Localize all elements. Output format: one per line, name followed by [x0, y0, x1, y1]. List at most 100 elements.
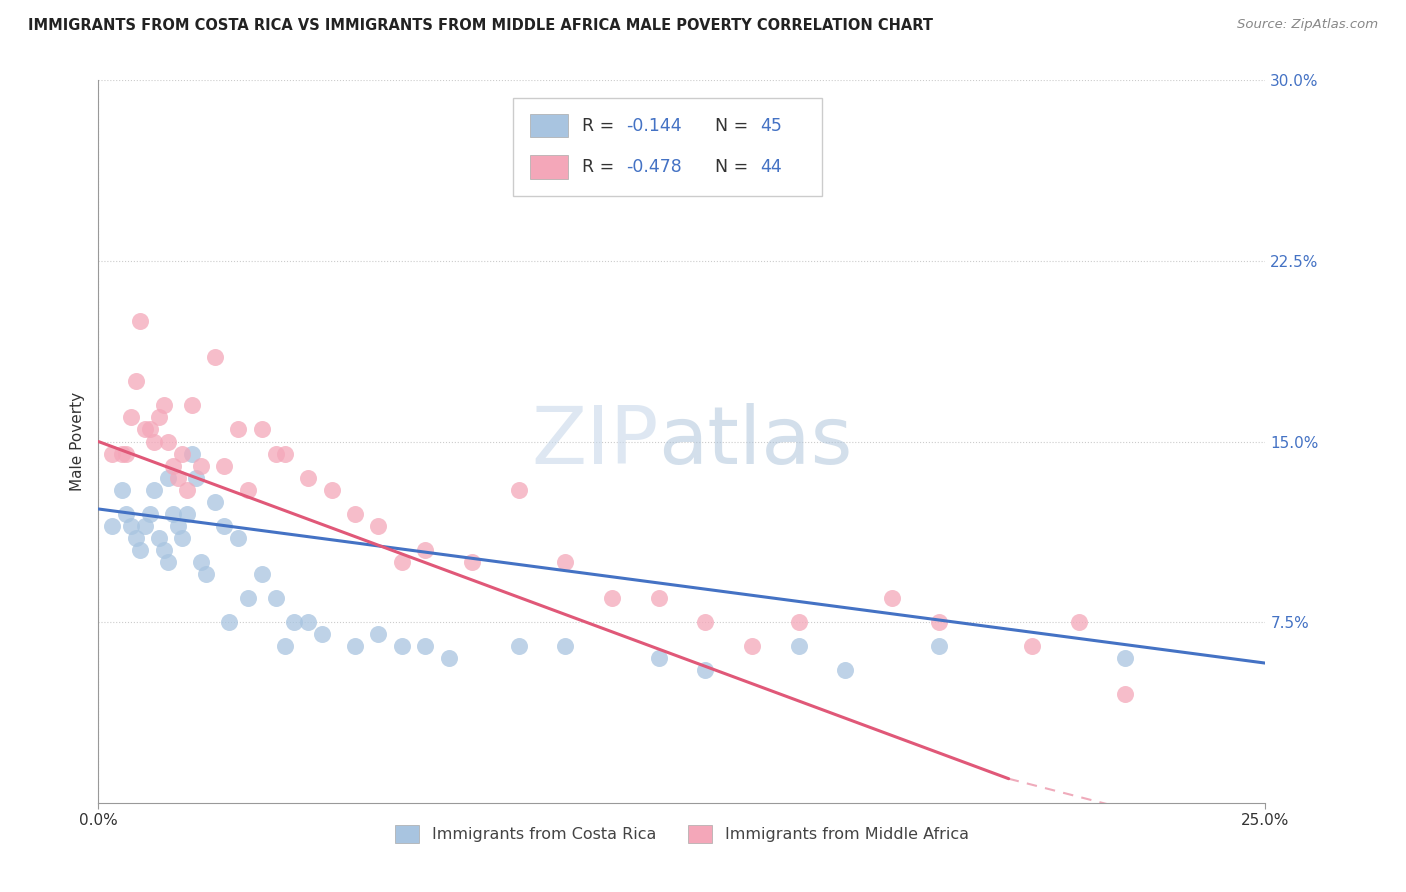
Point — [1067, 615, 1090, 630]
Point — [148, 531, 170, 545]
Point — [166, 470, 188, 484]
Point — [172, 531, 194, 545]
Point — [236, 483, 259, 497]
Point — [321, 483, 343, 497]
Point — [264, 446, 287, 460]
Point — [236, 591, 259, 605]
Text: -0.144: -0.144 — [626, 117, 682, 135]
Point — [461, 555, 484, 569]
Point — [274, 639, 297, 653]
Point — [834, 664, 856, 678]
Point — [101, 518, 124, 533]
Point — [134, 518, 156, 533]
Point — [344, 639, 367, 653]
Point — [695, 615, 717, 630]
Text: -0.478: -0.478 — [626, 158, 682, 176]
Point — [647, 651, 669, 665]
Point — [186, 470, 208, 484]
Point — [129, 314, 152, 328]
Point — [204, 494, 226, 508]
Point — [190, 458, 212, 473]
Point — [172, 446, 194, 460]
Point — [413, 639, 436, 653]
Point — [250, 567, 273, 582]
Text: Source: ZipAtlas.com: Source: ZipAtlas.com — [1237, 18, 1378, 31]
Point — [554, 639, 576, 653]
Point — [120, 518, 142, 533]
Point — [600, 591, 623, 605]
Legend: Immigrants from Costa Rica, Immigrants from Middle Africa: Immigrants from Costa Rica, Immigrants f… — [388, 819, 976, 849]
Point — [413, 542, 436, 557]
Point — [928, 615, 950, 630]
Point — [391, 555, 413, 569]
Point — [115, 507, 138, 521]
Point — [508, 483, 530, 497]
Text: IMMIGRANTS FROM COSTA RICA VS IMMIGRANTS FROM MIDDLE AFRICA MALE POVERTY CORRELA: IMMIGRANTS FROM COSTA RICA VS IMMIGRANTS… — [28, 18, 934, 33]
Y-axis label: Male Poverty: Male Poverty — [69, 392, 84, 491]
Point — [176, 483, 198, 497]
Point — [647, 591, 669, 605]
Point — [139, 422, 162, 436]
Text: R =: R = — [582, 158, 619, 176]
Text: ZIP: ZIP — [531, 402, 658, 481]
Point — [787, 639, 810, 653]
Point — [367, 518, 389, 533]
Point — [297, 470, 319, 484]
Text: 44: 44 — [761, 158, 782, 176]
Point — [111, 483, 134, 497]
Point — [204, 350, 226, 364]
Point — [741, 639, 763, 653]
Point — [157, 555, 180, 569]
Point — [264, 591, 287, 605]
Point — [139, 507, 162, 521]
Point — [194, 567, 217, 582]
Point — [283, 615, 305, 630]
Point — [391, 639, 413, 653]
Point — [437, 651, 460, 665]
Text: N =: N = — [704, 158, 754, 176]
Point — [250, 422, 273, 436]
Point — [176, 507, 198, 521]
Point — [157, 470, 180, 484]
Point — [125, 374, 148, 388]
Point — [190, 555, 212, 569]
Point — [928, 639, 950, 653]
Point — [695, 664, 717, 678]
Point — [214, 458, 236, 473]
Point — [311, 627, 333, 641]
Point — [101, 446, 124, 460]
Point — [508, 639, 530, 653]
Point — [554, 555, 576, 569]
Point — [367, 627, 389, 641]
Bar — [530, 155, 568, 178]
Point — [1114, 687, 1136, 701]
Point — [115, 446, 138, 460]
Point — [125, 531, 148, 545]
Point — [180, 446, 202, 460]
Point — [218, 615, 240, 630]
Point — [134, 422, 156, 436]
Point — [143, 434, 166, 449]
Point — [297, 615, 319, 630]
Point — [228, 531, 250, 545]
Text: atlas: atlas — [658, 402, 853, 481]
Point — [162, 507, 184, 521]
Text: 45: 45 — [761, 117, 782, 135]
Point — [880, 591, 903, 605]
FancyBboxPatch shape — [513, 98, 823, 196]
Point — [162, 458, 184, 473]
Point — [1114, 651, 1136, 665]
Text: R =: R = — [582, 117, 619, 135]
Text: N =: N = — [704, 117, 754, 135]
Point — [157, 434, 180, 449]
Point — [129, 542, 152, 557]
Point — [1021, 639, 1043, 653]
Bar — [530, 114, 568, 137]
Point — [344, 507, 367, 521]
Point — [120, 410, 142, 425]
Point — [111, 446, 134, 460]
Point — [148, 410, 170, 425]
Point — [166, 518, 188, 533]
Point — [787, 615, 810, 630]
Point — [152, 542, 174, 557]
